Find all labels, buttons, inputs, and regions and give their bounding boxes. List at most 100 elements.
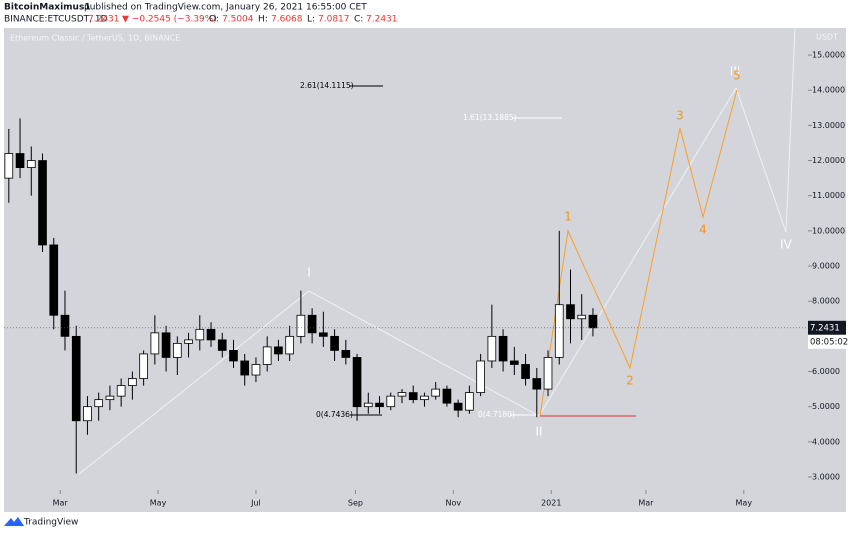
countdown-box [808, 334, 846, 349]
candle-body [285, 335, 294, 355]
candle-body [420, 395, 429, 401]
c-label: C: [354, 15, 363, 25]
chart-title: Ethereum Classic / TetherUS, 1D, BINANCE [10, 34, 180, 43]
wave-label: 3 [676, 109, 684, 123]
logo [4, 517, 24, 526]
candle-body [150, 332, 160, 355]
x-tick-label: Mar [53, 499, 69, 508]
candle-body [408, 392, 418, 401]
candle-body [521, 364, 530, 379]
wave-label: IV [780, 238, 793, 252]
candle-body [172, 342, 182, 358]
y-tick-label: 6.0000 [812, 367, 840, 376]
wave-label: 4 [699, 223, 707, 237]
candle-body [240, 360, 250, 376]
candle-body [274, 346, 283, 355]
candle-body [465, 392, 474, 411]
x-tick-label: 2021 [541, 499, 561, 508]
published: published on TradingView.com, January 26… [84, 3, 367, 13]
change: ▼ −0.2545 (−3.39%) [122, 15, 217, 25]
x-tick-label: Jul [250, 499, 261, 508]
candle-body [352, 357, 362, 408]
c-value: 7.2431 [366, 15, 398, 25]
y-tick-label: 4.0000 [812, 437, 840, 446]
candle-body [577, 314, 587, 320]
x-tick-label: May [736, 499, 753, 508]
candle-body [307, 314, 317, 334]
candle-body [251, 364, 261, 376]
candle-body [161, 332, 171, 358]
candle-body [566, 304, 575, 320]
wave-label: 2 [626, 374, 634, 388]
candle-body [509, 360, 519, 365]
fib-label: 0(4.7180) [478, 410, 515, 419]
y-tick-label: 13.0000 [812, 121, 845, 130]
wave-label: I [307, 266, 311, 280]
x-tick-label: Sep [348, 499, 363, 508]
candle-body [94, 399, 104, 408]
h-label: H: [258, 15, 268, 25]
candle-body [386, 395, 396, 408]
y-tick-label: 10.0000 [812, 226, 845, 235]
candle-body [476, 360, 485, 394]
candle-body [262, 346, 272, 365]
brand: TradingView [23, 518, 78, 528]
symbol: BINANCE:ETCUSDT, 1D [4, 15, 108, 25]
chart-background [4, 28, 846, 512]
fib-label: 0(4.7436) [316, 410, 353, 419]
countdown: 08:05:02 [810, 337, 848, 347]
candle-body [319, 332, 328, 337]
candle-body [71, 335, 81, 422]
candle-body [4, 153, 14, 179]
candle-body [296, 314, 306, 337]
y-tick-label: 5.0000 [812, 402, 840, 411]
candle-body [139, 353, 148, 379]
x-tick-label: May [150, 499, 167, 508]
y-tick-label: 8.0000 [812, 297, 840, 306]
candle-body [128, 378, 137, 386]
candle-body [363, 402, 373, 408]
l-value: 7.0817 [318, 15, 350, 25]
wave-label: III [730, 65, 741, 79]
x-tick-label: Mar [638, 499, 654, 508]
candle-body [15, 153, 25, 168]
candle-body [554, 304, 564, 358]
y-tick-label: 3.0000 [812, 472, 840, 481]
candle-body [431, 388, 441, 397]
last-price-box [808, 320, 846, 335]
candle-body [195, 328, 205, 341]
candle-body [26, 160, 36, 168]
candle-body [184, 339, 193, 344]
candle-body [442, 388, 452, 404]
candle-body [532, 378, 542, 390]
candle-body [83, 406, 92, 422]
o-label: O: [209, 15, 219, 25]
fib-label: 1.61(13.1885) [463, 113, 517, 122]
candle-body [341, 350, 351, 358]
candle-body [487, 335, 497, 362]
candle-body [206, 328, 216, 341]
candle-body [543, 357, 553, 390]
white-wave-line [78, 27, 796, 475]
candle-body [453, 402, 463, 411]
candle-body [38, 160, 47, 246]
last: 7.2431 [88, 15, 120, 25]
candle-body [330, 335, 339, 351]
orange-wave-line [539, 89, 738, 417]
y-unit: USDT [816, 33, 838, 42]
wave-label: 5 [733, 69, 741, 83]
o-value: 7.5004 [222, 15, 254, 25]
l-label: L: [307, 15, 315, 25]
candle-body [49, 244, 59, 316]
candle-body [375, 402, 384, 408]
y-tick-label: 9.0000 [812, 262, 840, 271]
wave-label: 1 [564, 210, 572, 224]
candle-body [397, 392, 407, 397]
x-tick-label: Nov [446, 499, 462, 508]
last-price-label: 7.2431 [810, 323, 840, 333]
candle-body [229, 350, 238, 362]
wave-label: II [535, 425, 542, 439]
candle-body [60, 314, 70, 337]
fib-label: 2.61(14.1115) [300, 81, 354, 90]
candle-body [116, 385, 126, 397]
